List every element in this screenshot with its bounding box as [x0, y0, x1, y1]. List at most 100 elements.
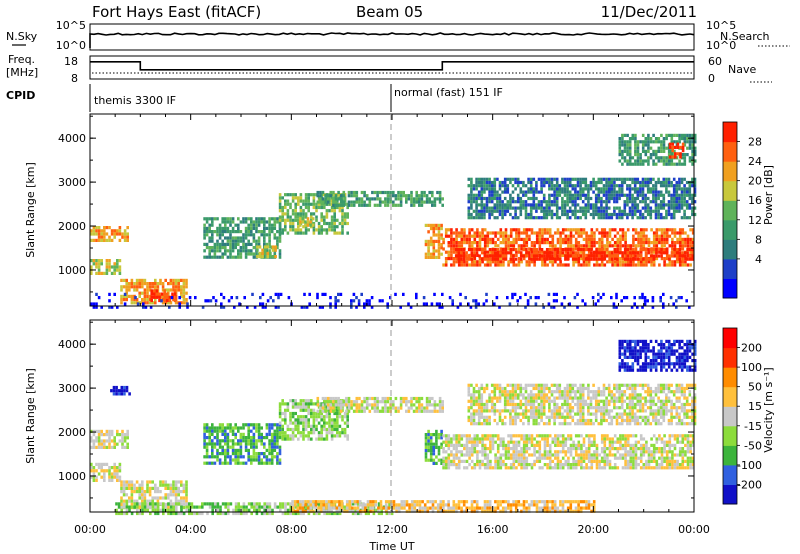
heatmap-cell	[587, 206, 590, 210]
heatmap-cell	[494, 231, 497, 235]
heatmap-cell	[509, 193, 512, 197]
heatmap-cell	[211, 432, 214, 436]
heatmap-cell	[138, 493, 141, 497]
heatmap-cell	[118, 466, 122, 470]
heatmap-cell	[291, 193, 295, 197]
heatmap-cell	[268, 230, 271, 234]
heatmap-cell	[511, 296, 514, 300]
heatmap-cell	[600, 177, 603, 181]
heatmap-cell	[352, 400, 356, 404]
heatmap-cell	[647, 251, 650, 255]
heatmap-cell	[528, 228, 531, 232]
heatmap-cell	[405, 403, 408, 407]
heatmap-cell	[330, 196, 334, 200]
heatmap-cell	[691, 257, 695, 261]
heatmap-cell	[328, 209, 331, 213]
heatmap-cell	[691, 184, 694, 188]
heatmap-cell	[278, 452, 282, 456]
heatmap-cell	[675, 251, 679, 255]
heatmap-cell	[590, 251, 593, 255]
heatmap-cell	[244, 217, 248, 221]
heatmap-cell	[558, 251, 562, 255]
heatmap-cell	[621, 234, 625, 238]
heatmap-cell	[423, 190, 426, 195]
heatmap-cell	[278, 233, 282, 237]
heatmap-cell	[211, 426, 214, 430]
heatmap-cell	[520, 450, 523, 454]
heatmap-cell	[371, 190, 374, 195]
heatmap-cell	[208, 230, 211, 234]
heatmap-cell	[447, 244, 451, 248]
heatmap-cell	[281, 434, 284, 438]
heatmap-cell	[339, 203, 343, 207]
heatmap-cell	[182, 496, 186, 500]
heatmap-cell	[222, 305, 226, 309]
heatmap-cell	[551, 263, 555, 267]
heatmap-cell	[472, 209, 476, 213]
heatmap-cell	[333, 231, 336, 235]
heatmap-cell	[473, 260, 477, 264]
heatmap-cell	[326, 406, 330, 410]
heatmap-cell	[516, 216, 520, 220]
heatmap-cell	[688, 159, 692, 163]
heatmap-cell	[116, 433, 119, 437]
heatmap-cell	[512, 241, 516, 245]
heatmap-cell	[298, 217, 302, 221]
heatmap-cell	[151, 301, 154, 305]
heatmap-cell	[657, 146, 661, 150]
heatmap-cell	[130, 499, 134, 503]
heatmap-cell	[125, 483, 128, 487]
heatmap-cell	[504, 453, 508, 457]
heatmap-cell	[208, 223, 211, 227]
heatmap-cell	[321, 406, 325, 410]
heatmap-cell	[553, 251, 557, 255]
heatmap-cell	[496, 193, 499, 197]
heatmap-cell	[399, 190, 403, 195]
heatmap-cell	[525, 440, 529, 444]
heatmap-cell	[105, 259, 109, 263]
heatmap-cell	[250, 461, 253, 465]
heatmap-cell	[333, 421, 336, 425]
heatmap-cell	[440, 458, 443, 462]
heatmap-cell	[467, 212, 471, 217]
heatmap-cell	[278, 405, 282, 409]
heatmap-cell	[499, 257, 503, 261]
heatmap-cell	[460, 443, 464, 447]
heatmap-cell	[528, 234, 531, 238]
heatmap-cell	[621, 137, 624, 141]
heatmap-cell	[670, 196, 673, 201]
heatmap-cell	[478, 466, 482, 470]
heatmap-cell	[166, 295, 169, 299]
heatmap-cell	[247, 442, 250, 446]
heatmap-cell	[247, 448, 250, 452]
heatmap-cell	[509, 180, 512, 185]
heatmap-cell	[429, 239, 433, 243]
heatmap-cell	[470, 187, 473, 191]
heatmap-cell	[481, 440, 484, 444]
heatmap-cell	[325, 415, 329, 419]
heatmap-cell	[244, 461, 248, 465]
heatmap-cell	[268, 458, 271, 462]
heatmap-cell	[329, 400, 333, 404]
heatmap-cell	[502, 234, 505, 238]
heatmap-cell	[476, 253, 479, 257]
heatmap-cell	[594, 187, 598, 191]
heatmap-cell	[608, 260, 612, 264]
heatmap-cell	[113, 439, 116, 443]
heatmap-cell	[672, 193, 676, 197]
heatmap-cell	[587, 184, 590, 188]
heatmap-cell	[634, 146, 637, 150]
heatmap-cell	[522, 463, 526, 467]
heatmap-cell	[600, 257, 604, 261]
heatmap-cell	[470, 440, 474, 444]
heatmap-cell	[683, 200, 686, 204]
heatmap-cell	[501, 190, 504, 194]
heatmap-cell	[511, 216, 515, 220]
heatmap-cell	[463, 453, 466, 457]
heatmap-cell	[116, 268, 119, 272]
heatmap-cell	[120, 483, 123, 487]
heatmap-cell	[174, 499, 178, 503]
heatmap-cell	[652, 234, 656, 238]
heatmap-cell	[623, 203, 627, 207]
heatmap-cell	[683, 187, 686, 191]
